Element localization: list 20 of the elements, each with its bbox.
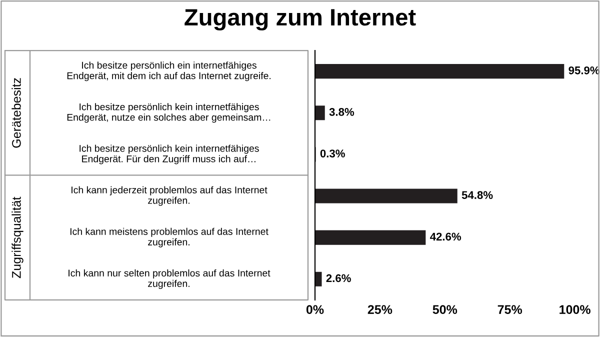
data-label: 95.9% — [568, 66, 600, 74]
x-tick-label: 100% — [560, 305, 590, 314]
x-tick-label: 25% — [368, 305, 392, 314]
x-tick-label: 50% — [432, 305, 458, 314]
y-tick-label: Ich besitze persönlich ein internetfähiges Endgerät, mit dem ich auf das Internet zugreife. — [67, 62, 271, 82]
data-label: 42.6% — [430, 232, 462, 241]
y-tick-label: Ich besitze persönlich kein internetfähiges Endgerät. Für den Zugriff muss ich auf… — [80, 144, 259, 164]
data-label: 2.6% — [326, 274, 351, 282]
x-tick-label: 0% — [306, 305, 324, 314]
data-label: 0.3% — [320, 150, 345, 158]
x-tick-label: 75% — [498, 305, 522, 314]
chart-title: Zugang zum Internet — [184, 9, 416, 30]
data-label: 54.8% — [462, 191, 493, 200]
y-tick-label: Ich kann meistens problemlos auf das Internet zugreifen. — [70, 228, 268, 248]
text: Gerätebesitz — [12, 78, 21, 148]
y-tick-label: Ich besitze persönlich kein internetfähiges Endgerät, nutze ein solches aber gemeinsam… — [67, 103, 270, 123]
data-label: 3.8% — [329, 108, 354, 116]
y-tick-label: Ich kann jederzeit problemlos auf das Internet zugreifen. — [72, 186, 268, 206]
y-tick-label: Ich kann nur selten problemlos auf das Internet zugreifen. — [68, 269, 270, 289]
text: Zugriffsqualität — [12, 196, 24, 278]
